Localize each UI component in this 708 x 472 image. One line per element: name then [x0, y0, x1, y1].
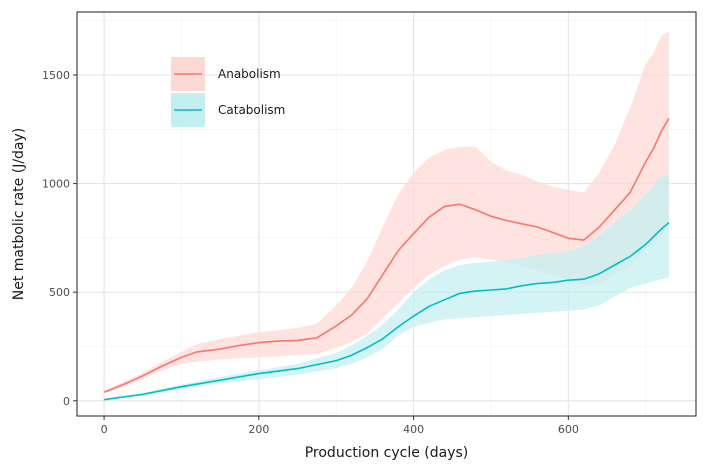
y-tick-label: 500 [49, 286, 70, 299]
legend-item-catabolism: Catabolism [171, 93, 285, 127]
line-anabolism [103, 117, 670, 393]
ribbon-catabolism [104, 174, 669, 400]
y-tick-label: 1500 [42, 69, 70, 82]
axis-ticks: 0 200 400 600 0 500 1000 1500 [42, 69, 579, 436]
legend-label: Catabolism [218, 103, 285, 117]
legend: Anabolism Catabolism [171, 57, 285, 127]
x-tick-label: 400 [403, 423, 424, 436]
x-axis-title: Production cycle (days) [305, 445, 469, 461]
y-axis-title: Net matbolic rate (J/day) [11, 128, 27, 301]
series-lines [103, 117, 670, 401]
legend-item-anabolism: Anabolism [171, 57, 281, 91]
ribbon-anabolism [104, 31, 669, 394]
x-tick-label: 200 [248, 423, 269, 436]
confidence-ribbons [104, 31, 669, 400]
y-tick-label: 0 [63, 395, 70, 408]
line-catabolism [103, 222, 670, 401]
x-tick-label: 600 [558, 423, 579, 436]
x-tick-label: 0 [101, 423, 108, 436]
legend-label: Anabolism [218, 67, 281, 81]
panel-border [76, 11, 697, 417]
y-tick-label: 1000 [42, 178, 70, 191]
